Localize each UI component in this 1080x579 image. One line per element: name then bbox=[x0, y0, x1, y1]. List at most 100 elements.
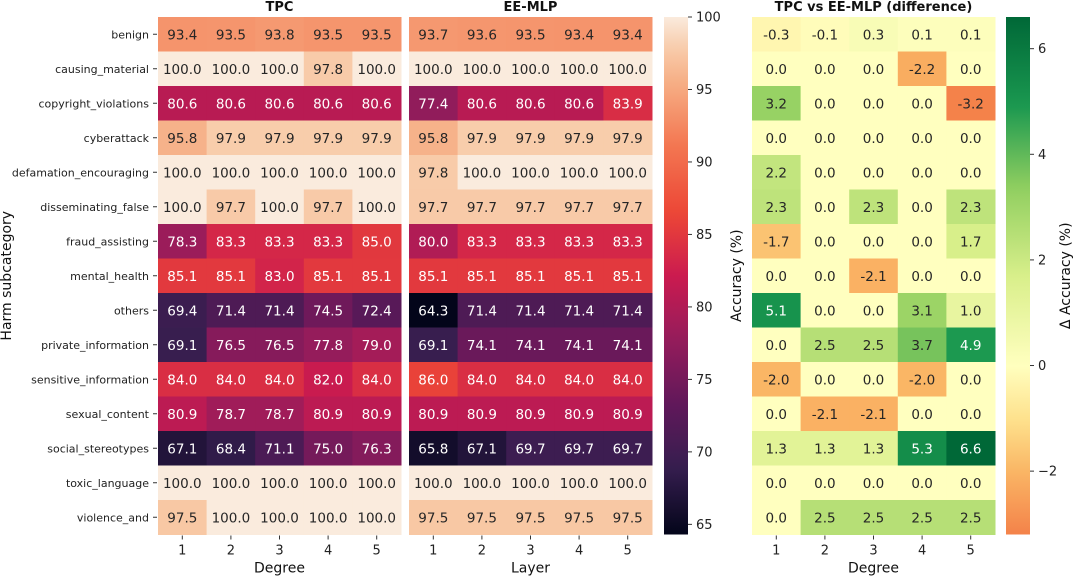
heatmap-cell bbox=[849, 431, 899, 466]
heatmap-cell bbox=[409, 224, 459, 259]
y-tick-label: benign bbox=[111, 28, 149, 41]
cell-label: 100.0 bbox=[357, 62, 396, 78]
heatmap-cell bbox=[255, 362, 305, 397]
cell-label: 100.0 bbox=[212, 62, 251, 78]
cell-label: 0.0 bbox=[863, 165, 884, 181]
cell-label: 85.1 bbox=[313, 269, 343, 285]
colorbar-tick-label: 85 bbox=[696, 228, 713, 243]
heatmap-cell bbox=[255, 86, 305, 121]
cell-label: 84.0 bbox=[216, 372, 246, 388]
cell-label: 0.0 bbox=[863, 131, 884, 147]
cell-label: 0.0 bbox=[766, 269, 787, 285]
cell-label: 2.5 bbox=[863, 338, 884, 354]
cell-label: 93.5 bbox=[216, 27, 246, 43]
cell-label: 0.0 bbox=[960, 407, 981, 423]
cell-label: 80.6 bbox=[264, 96, 294, 112]
cell-label: 97.9 bbox=[216, 131, 246, 147]
cell-label: 0.0 bbox=[766, 62, 787, 78]
heatmap-cell bbox=[603, 327, 653, 363]
heatmap-cell bbox=[255, 500, 305, 535]
cell-label: 97.5 bbox=[515, 510, 545, 526]
heatmap-cell bbox=[554, 155, 604, 190]
cell-label: 0.0 bbox=[814, 131, 835, 147]
cell-label: 97.5 bbox=[467, 510, 497, 526]
x-tick-label: 2 bbox=[821, 544, 829, 559]
y-tick-label: private_information bbox=[41, 339, 149, 352]
heatmap-cell bbox=[946, 224, 996, 259]
colorbar-tick-label: 70 bbox=[696, 445, 713, 460]
cell-label: 97.9 bbox=[564, 131, 594, 147]
cell-label: 93.4 bbox=[613, 27, 643, 43]
heatmap-cell bbox=[506, 431, 556, 466]
x-tick-label: 5 bbox=[373, 544, 381, 559]
cell-label: 93.5 bbox=[362, 27, 392, 43]
cell-label: 0.0 bbox=[911, 476, 932, 492]
cell-label: 0.1 bbox=[960, 27, 981, 43]
heatmap-cell bbox=[206, 362, 256, 397]
heatmap-cell bbox=[158, 362, 208, 397]
y-axis-label: Harm subcategory bbox=[0, 211, 15, 341]
heatmap-cell bbox=[897, 327, 947, 363]
heatmap-cell bbox=[603, 431, 653, 466]
cell-label: 69.7 bbox=[564, 441, 594, 457]
heatmap-cell bbox=[897, 465, 947, 501]
cell-label: 0.0 bbox=[911, 96, 932, 112]
cell-label: 80.9 bbox=[167, 407, 197, 423]
cell-label: 76.3 bbox=[362, 441, 392, 457]
heatmap-cell bbox=[554, 51, 604, 87]
heatmap-cell bbox=[158, 17, 208, 52]
heatmap-cell bbox=[752, 17, 802, 52]
heatmap-cell bbox=[554, 189, 604, 225]
cell-label: 93.4 bbox=[167, 27, 197, 43]
cell-label: 97.9 bbox=[515, 131, 545, 147]
heatmap-cell bbox=[849, 500, 899, 535]
heatmap-cell bbox=[158, 120, 208, 156]
y-tick-label: social_stereotypes bbox=[47, 442, 149, 455]
cell-label: -2.1 bbox=[860, 269, 886, 285]
cell-label: 67.1 bbox=[167, 441, 197, 457]
heatmap-cell bbox=[554, 396, 604, 432]
cell-label: 74.5 bbox=[313, 303, 343, 319]
y-tick-label: defamation_encouraging bbox=[12, 166, 149, 179]
heatmap-cell bbox=[800, 258, 850, 294]
heatmap-cell bbox=[946, 327, 996, 363]
heatmap-cell bbox=[158, 86, 208, 121]
heatmap-cell bbox=[603, 120, 653, 156]
cell-label: 97.8 bbox=[418, 165, 448, 181]
cell-label: 2.3 bbox=[960, 200, 981, 216]
cell-label: 5.1 bbox=[766, 303, 787, 319]
heatmap-cell bbox=[255, 17, 305, 52]
cell-label: 0.0 bbox=[766, 476, 787, 492]
heatmap-cell bbox=[158, 189, 208, 225]
cell-label: 3.7 bbox=[911, 338, 932, 354]
x-tick-label: 1 bbox=[772, 544, 780, 559]
cell-label: -3.2 bbox=[958, 96, 984, 112]
heatmap-cell bbox=[255, 120, 305, 156]
x-axis-label: Degree bbox=[254, 561, 305, 577]
cell-label: 100.0 bbox=[511, 476, 550, 492]
heatmap-cell bbox=[603, 500, 653, 535]
heatmap-cell bbox=[946, 431, 996, 466]
heatmap-cell bbox=[897, 500, 947, 535]
heatmap-cell bbox=[457, 465, 507, 501]
x-tick-label: 1 bbox=[429, 544, 437, 559]
heatmap-cell bbox=[457, 396, 507, 432]
heatmap-cell bbox=[800, 86, 850, 121]
heatmap-cell bbox=[409, 189, 459, 225]
heatmap-cell bbox=[352, 362, 402, 397]
colorbar-label: Δ Accuracy (%) bbox=[1058, 222, 1074, 329]
heatmap-cell bbox=[352, 120, 402, 156]
heatmap-cell bbox=[255, 189, 305, 225]
cell-label: 80.9 bbox=[362, 407, 392, 423]
cell-label: 5.3 bbox=[911, 441, 932, 457]
heatmap-cell bbox=[897, 51, 947, 87]
heatmap-cell bbox=[800, 431, 850, 466]
cell-label: 0.0 bbox=[863, 62, 884, 78]
heatmap-cell bbox=[849, 17, 899, 52]
heatmap-cell bbox=[352, 327, 402, 363]
cell-label: 97.7 bbox=[313, 200, 343, 216]
heatmap-cell bbox=[554, 120, 604, 156]
cell-label: 0.0 bbox=[960, 62, 981, 78]
heatmap-cell bbox=[554, 500, 604, 535]
cell-label: 82.0 bbox=[313, 372, 343, 388]
